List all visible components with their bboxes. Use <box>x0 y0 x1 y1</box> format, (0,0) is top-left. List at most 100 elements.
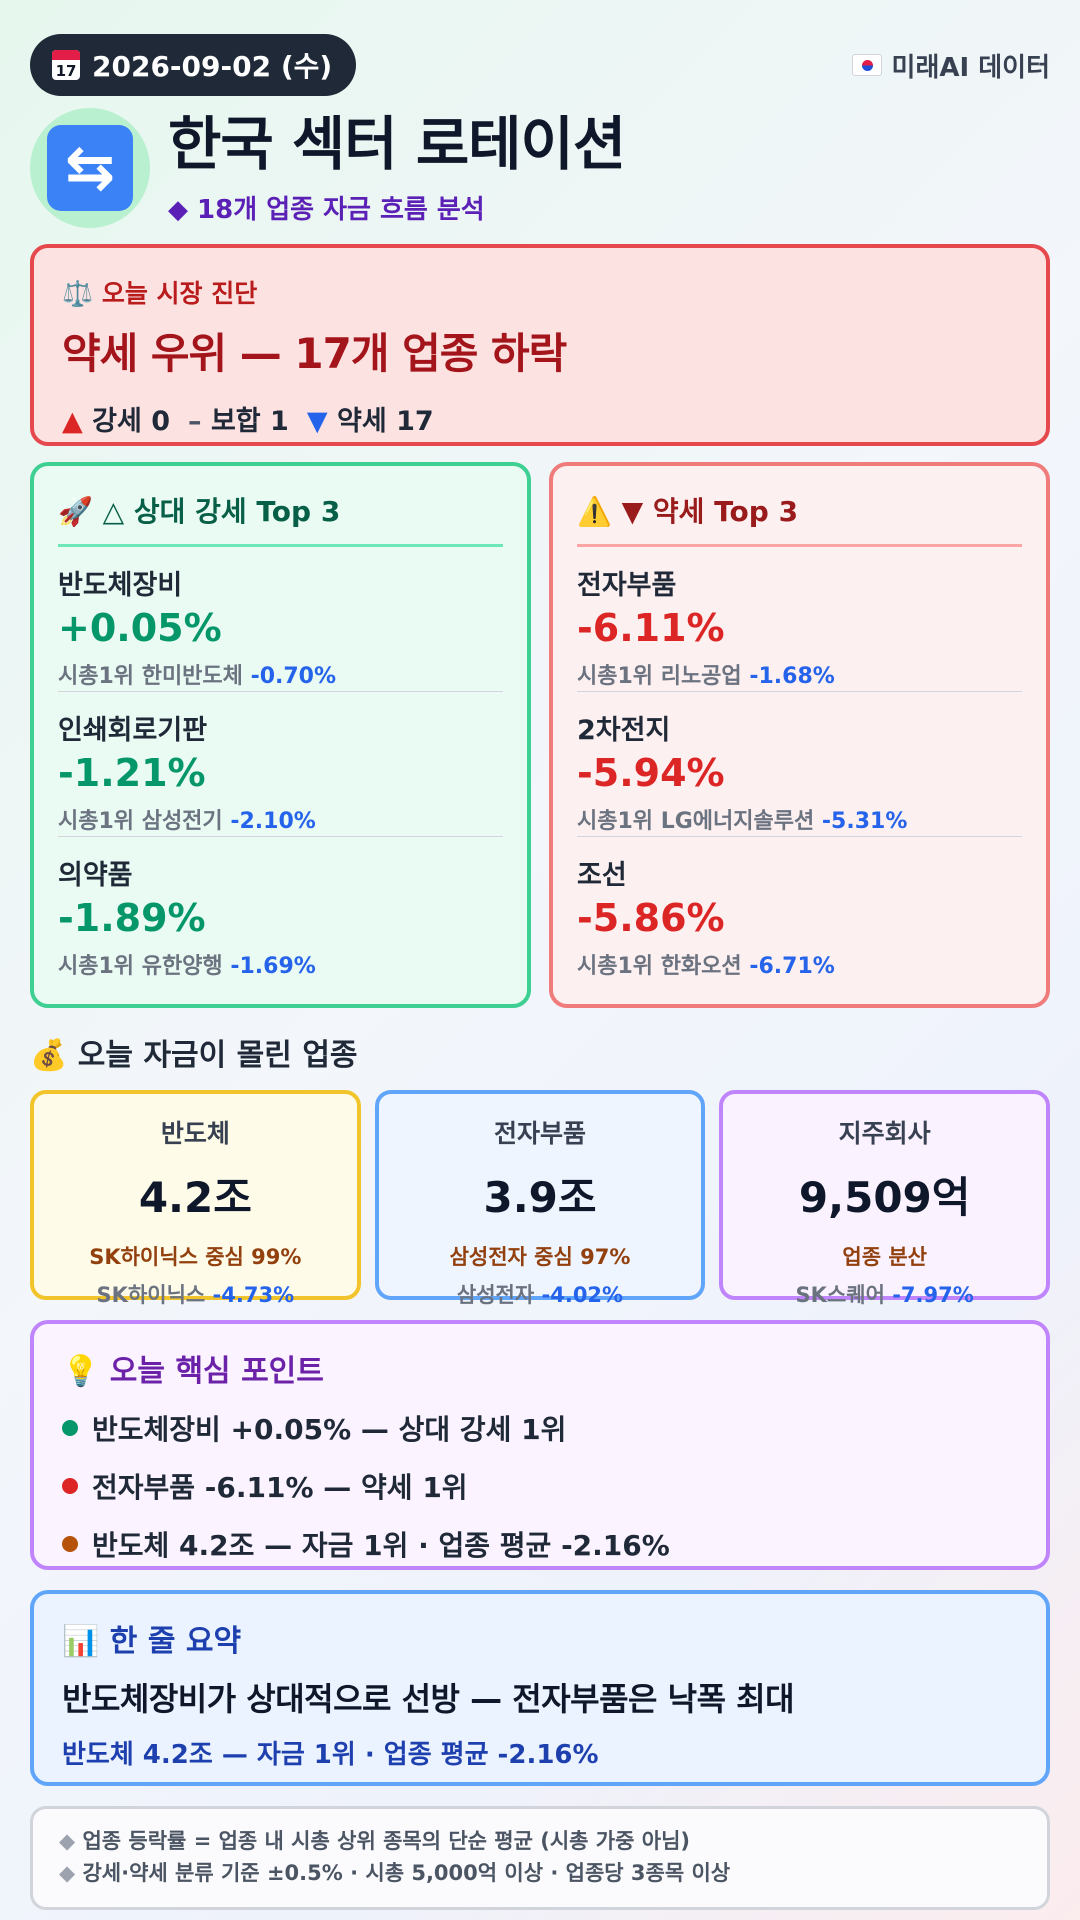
page-subtitle: ◆ 18개 업종 자금 흐름 분석 <box>168 194 485 225</box>
leader-name: LG에너지솔루션 <box>660 809 815 834</box>
key-point-text: 반도체 4.2조 — 자금 1위 · 업종 평균 -2.16% <box>92 1529 670 1562</box>
leader-change: -2.10% <box>230 809 316 834</box>
leader-prefix: 시총1위 <box>577 664 654 689</box>
key-point-item: 반도체 4.2조 — 자금 1위 · 업종 평균 -2.16% <box>62 1524 1018 1564</box>
weak-top3-card: ⚠️ ▼ 약세 Top 3 전자부품 -6.11% 시총1위 리노공업 -1.6… <box>549 462 1050 1008</box>
leader-name: 한미반도체 <box>141 664 243 689</box>
flow-concentration: 삼성전자 중심 97% <box>449 1245 631 1269</box>
weak-top3-title: ⚠️ ▼ 약세 Top 3 <box>577 490 1022 547</box>
diamond-icon: ◆ <box>59 1861 76 1885</box>
top-bar: 17 2026-09-02 (수) 미래AI 데이터 <box>30 34 1050 96</box>
summary-title: 📊 한 줄 요약 <box>62 1624 242 1659</box>
flow-top-stock: SK하이닉스 -4.73% <box>34 1279 357 1309</box>
flow-stock-change: -7.97% <box>892 1283 974 1307</box>
title-row: ⇆ 한국 섹터 로테이션 ◆ 18개 업종 자금 흐름 분석 <box>30 108 1050 228</box>
flow-stock-name: SK하이닉스 <box>96 1283 206 1307</box>
rotation-logo: ⇆ <box>30 108 150 228</box>
flow-stock-change: -4.73% <box>212 1283 295 1307</box>
flow-sector-name: 전자부품 <box>494 1119 587 1148</box>
strong-item: 인쇄회로기판 -1.21% 시총1위 삼성전기 -2.10% <box>58 692 503 837</box>
money-flow-card: 전자부품 3.9조 삼성전자 중심 97% 삼성전자 -4.02% <box>374 1090 706 1307</box>
footnote-box: ◆ 업종 등락률 = 업종 내 시총 상위 종목의 단순 평균 (시총 가중 아… <box>30 1806 1050 1910</box>
page: 17 2026-09-02 (수) 미래AI 데이터 ⇆ 한국 섹터 로테이션 … <box>30 34 1051 1910</box>
page-title: 한국 섹터 로테이션 <box>168 109 626 178</box>
footnote-text: 업종 등락률 = 업종 내 시총 상위 종목의 단순 평균 (시총 가중 아님) <box>82 1829 690 1853</box>
leader-prefix: 시총1위 <box>577 809 654 834</box>
flow-concentration: 업종 분산 <box>842 1245 927 1269</box>
flow-amount: 4.2조 <box>138 1173 252 1222</box>
neutral-count: 보합 1 <box>210 406 289 437</box>
market-diagnosis-card: ⚖️ 오늘 시장 진단 약세 우위 — 17개 업종 하락 ▲ 강세 0 – 보… <box>30 244 1050 446</box>
up-triangle-icon: ▲ <box>62 406 83 437</box>
sector-name: 의약품 <box>58 860 133 891</box>
key-point-item: 전자부품 -6.11% — 약세 1위 <box>62 1466 1018 1506</box>
strong-item: 의약품 -1.89% 시총1위 유한양행 -1.69% <box>58 837 503 982</box>
date-badge: 17 2026-09-02 (수) <box>30 34 357 96</box>
diagnosis-label: ⚖️ 오늘 시장 진단 <box>62 279 258 308</box>
sector-change: -1.89% <box>58 896 206 940</box>
sector-change: -6.11% <box>577 606 725 650</box>
calendar-icon-day: 17 <box>55 62 77 80</box>
strong-item: 반도체장비 +0.05% 시총1위 한미반도체 -0.70% <box>58 547 503 692</box>
leader-name: 유한양행 <box>141 954 223 979</box>
sector-name: 반도체장비 <box>58 570 183 601</box>
footnote-line: ◆ 강세·약세 분류 기준 ±0.5% · 시총 5,000억 이상 · 업종당… <box>59 1857 1021 1889</box>
sector-leader: 시총1위 삼성전기 -2.10% <box>58 803 503 835</box>
korea-flag-icon <box>851 54 882 76</box>
key-point-text: 반도체장비 +0.05% — 상대 강세 1위 <box>92 1413 567 1446</box>
sector-leader: 시총1위 LG에너지솔루션 -5.31% <box>577 803 1022 835</box>
sector-change: -5.94% <box>577 751 725 795</box>
leader-name: 삼성전기 <box>141 809 223 834</box>
top3-row: 🚀 △ 상대 강세 Top 3 반도체장비 +0.05% 시총1위 한미반도체 … <box>30 462 1050 1008</box>
flow-concentration: SK하이닉스 중심 99% <box>89 1245 302 1269</box>
bullet-dot-icon <box>62 1420 78 1436</box>
diamond-icon: ◆ <box>59 1829 76 1853</box>
strong-top3-title: 🚀 △ 상대 강세 Top 3 <box>58 490 503 547</box>
flow-top-stock: 삼성전자 -4.02% <box>379 1279 702 1309</box>
title-block: 한국 섹터 로테이션 ◆ 18개 업종 자금 흐름 분석 <box>168 109 626 226</box>
leader-prefix: 시총1위 <box>58 954 135 979</box>
leader-change: -5.31% <box>821 809 908 834</box>
footnote-text: 강세·약세 분류 기준 ±0.5% · 시총 5,000억 이상 · 업종당 3… <box>82 1861 731 1885</box>
sector-leader: 시총1위 한화오션 -6.71% <box>577 948 1022 980</box>
leader-name: 리노공업 <box>660 664 742 689</box>
bullet-dot-icon <box>62 1478 78 1494</box>
key-point-item: 반도체장비 +0.05% — 상대 강세 1위 <box>62 1408 1018 1448</box>
summary-sub: 반도체 4.2조 — 자금 1위 · 업종 평균 -2.16% <box>62 1740 599 1770</box>
leader-prefix: 시총1위 <box>58 809 135 834</box>
source-text: 미래AI 데이터 <box>891 52 1050 83</box>
flow-sector-name: 반도체 <box>160 1119 230 1148</box>
leader-prefix: 시총1위 <box>58 664 135 689</box>
neutral-dash-icon: – <box>188 406 202 437</box>
money-flow-title: 💰 오늘 자금이 몰린 업종 <box>30 1038 358 1073</box>
summary-card: 📊 한 줄 요약 반도체장비가 상대적으로 선방 — 전자부품은 낙폭 최대 반… <box>30 1590 1050 1786</box>
strong-top3-card: 🚀 △ 상대 강세 Top 3 반도체장비 +0.05% 시총1위 한미반도체 … <box>30 462 531 1008</box>
rotation-arrows-icon: ⇆ <box>47 125 133 211</box>
money-flow-card: 지주회사 9,509억 업종 분산 SK스퀘어 -7.97% <box>719 1090 1051 1307</box>
weak-item: 전자부품 -6.11% 시총1위 리노공업 -1.68% <box>577 547 1022 692</box>
sector-name: 전자부품 <box>577 570 677 601</box>
sector-name: 2차전지 <box>577 715 671 746</box>
flow-sector-name: 지주회사 <box>838 1119 931 1148</box>
flow-stock-change: -4.02% <box>541 1283 624 1307</box>
leader-change: -0.70% <box>250 664 337 689</box>
leader-change: -6.71% <box>749 954 835 979</box>
weak-count: 약세 17 <box>337 406 434 437</box>
flow-amount: 9,509억 <box>798 1173 971 1222</box>
diagnosis-counts: ▲ 강세 0 – 보합 1 ▼ 약세 17 <box>62 399 1018 438</box>
flow-amount: 3.9조 <box>483 1173 597 1222</box>
sector-change: -1.21% <box>58 751 206 795</box>
sector-leader: 시총1위 유한양행 -1.69% <box>58 948 503 980</box>
sector-change: -5.86% <box>577 896 725 940</box>
money-flow-card: 반도체 4.2조 SK하이닉스 중심 99% SK하이닉스 -4.73% <box>30 1090 361 1307</box>
flow-top-stock: SK스퀘어 -7.97% <box>723 1279 1046 1309</box>
sector-leader: 시총1위 한미반도체 -0.70% <box>58 658 503 690</box>
source-label: 미래AI 데이터 <box>851 47 1050 84</box>
key-point-text: 전자부품 -6.11% — 약세 1위 <box>92 1471 468 1504</box>
sector-name: 조선 <box>577 860 627 891</box>
down-triangle-icon: ▼ <box>306 406 328 437</box>
summary-main: 반도체장비가 상대적으로 선방 — 전자부품은 낙폭 최대 <box>62 1680 795 1718</box>
sector-change: +0.05% <box>58 606 222 650</box>
money-flow-row: 반도체 4.2조 SK하이닉스 중심 99% SK하이닉스 -4.73% 전자부… <box>30 1090 1051 1307</box>
leader-change: -1.69% <box>230 954 316 979</box>
